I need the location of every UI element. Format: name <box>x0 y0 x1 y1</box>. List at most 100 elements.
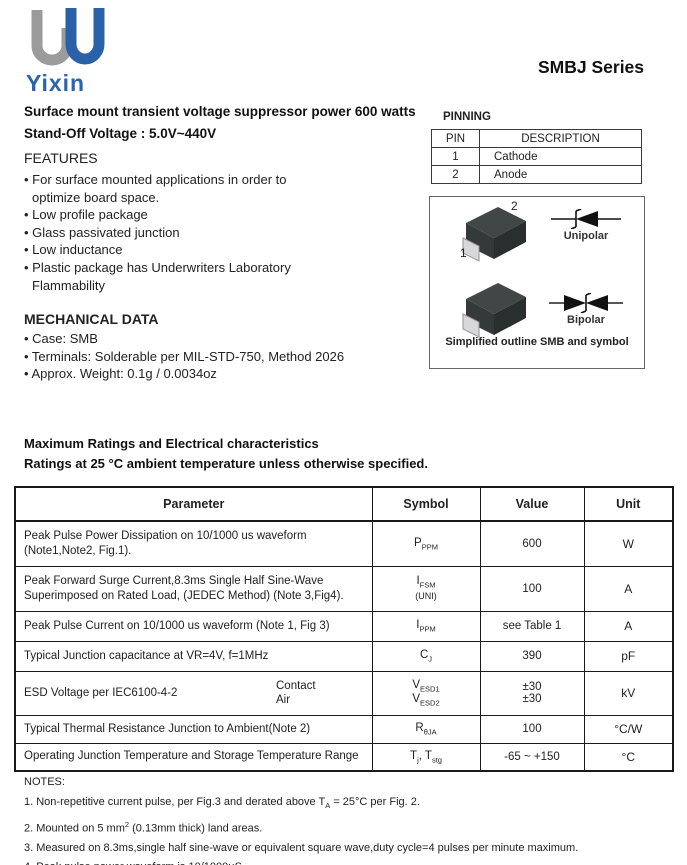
parameter-line: Superimposed on Rated Load, (JEDEC Metho… <box>24 589 344 602</box>
symbol-cell: IPPM <box>371 610 481 642</box>
unit-cell: W <box>583 520 674 567</box>
features-list: • For surface mounted applications in or… <box>24 171 414 294</box>
symbol-line: CJ <box>419 648 433 664</box>
page-title: SMBJ Series <box>538 57 645 77</box>
ratings-row: Peak Pulse Power Dissipation on 10/1000 … <box>14 520 674 567</box>
ratings-row: Peak Pulse Current on 10/1000 us wavefor… <box>14 610 674 642</box>
pinning-col-pin: PIN <box>431 129 480 148</box>
parameter-side-labels: Contact Air <box>276 679 316 707</box>
notes-section: NOTES: 1. Non-repetitive current pulse, … <box>24 773 578 865</box>
bipolar-diode-icon <box>549 293 623 313</box>
value-line: ±30 <box>522 693 542 705</box>
symbol-cell: CJ <box>371 640 481 672</box>
ratings-col-value: Value <box>479 486 585 522</box>
smb-package-icon <box>462 207 526 262</box>
outline-caption: Simplified outline SMB and symbol <box>445 336 629 348</box>
unit-cell: °C/W <box>583 714 674 744</box>
mechanical-heading: MECHANICAL DATA <box>24 311 159 327</box>
mechanical-item-line: • Terminals: Solderable per MIL-STD-750,… <box>24 348 345 364</box>
feature-item: • Plastic package has Underwriters Labor… <box>24 259 414 294</box>
ratings-col-unit: Unit <box>583 486 674 522</box>
features-heading: FEATURES <box>24 150 98 166</box>
parameter-line: ESD Voltage per IEC6100-4-2 <box>24 686 178 699</box>
table-row: 2 Anode <box>431 165 642 184</box>
note-item: 3. Measured on 8.3ms,single half sine-wa… <box>24 841 579 854</box>
parameter-cell: ESD Voltage per IEC6100-4-2 Contact Air <box>14 670 373 716</box>
value-line: 390 <box>522 650 542 662</box>
ratings-heading: Maximum Ratings and Electrical character… <box>24 434 428 474</box>
company-logo: Yixin <box>24 6 124 97</box>
feature-item: • Low inductance <box>24 241 414 259</box>
value-cell: 390 <box>479 640 585 672</box>
feature-item-line: Flammability <box>32 277 105 293</box>
symbol-cell: Tj, Tstg <box>371 742 481 772</box>
unipolar-label: Unipolar <box>563 230 609 242</box>
parameter-cell: Peak Pulse Power Dissipation on 10/1000 … <box>14 520 373 567</box>
symbol-cell: PPPM <box>371 520 481 567</box>
ratings-col-symbol: Symbol <box>371 486 481 522</box>
pin-number: 1 <box>431 147 480 166</box>
parameter-cell: Typical Junction capacitance at VR=4V, f… <box>14 640 373 672</box>
ratings-table: Parameter Symbol Value Unit Peak Pulse P… <box>14 486 674 772</box>
feature-item: • For surface mounted applications in or… <box>24 171 414 206</box>
unit-cell: kV <box>583 670 674 716</box>
value-cell: see Table 1 <box>479 610 585 642</box>
notes-heading: NOTES: <box>24 776 65 788</box>
value-cell: 100 <box>479 565 585 612</box>
symbol-cell: VESD1 VESD2 <box>371 670 481 716</box>
symbol-cell: IFSM (UNI) <box>371 565 481 612</box>
ratings-header-row: Parameter Symbol Value Unit <box>14 486 674 522</box>
package-outline-box: 2 1 Unipolar Bipolar Simplified outline … <box>429 196 645 369</box>
symbol-line: RθJA <box>415 721 437 737</box>
parameter-line: Typical Thermal Resistance Junction to A… <box>24 722 311 735</box>
ratings-col-parameter: Parameter <box>14 486 373 522</box>
pinning-heading: PINNING <box>443 111 491 123</box>
parameter-line: Peak Pulse Power Dissipation on 10/1000 … <box>24 529 307 542</box>
unit-cell: °C <box>583 742 674 772</box>
unit-cell: pF <box>583 640 674 672</box>
feature-item-line: optimize board space. <box>32 189 160 205</box>
feature-item-line: • For surface mounted applications in or… <box>24 172 287 187</box>
mechanical-list: • Case: SMB • Terminals: Solderable per M… <box>24 330 444 383</box>
ratings-heading-line1: Maximum Ratings and Electrical character… <box>24 436 319 451</box>
logo-u-icon <box>31 8 105 66</box>
symbol-line: VESD2 <box>412 693 440 708</box>
parameter-cell: Peak Pulse Current on 10/1000 us wavefor… <box>14 610 373 642</box>
notes-list: 1. Non-repetitive current pulse, per Fig… <box>24 793 578 865</box>
pin-description: Anode <box>479 165 642 184</box>
unipolar-diode-icon <box>551 209 621 229</box>
feature-item-line: • Low inductance <box>24 242 123 258</box>
note-item: 2. Mounted on 5 mm2 (0.13mm thick) land … <box>24 820 263 835</box>
value-line: 600 <box>522 537 542 550</box>
intro-block: Surface mount transient voltage suppress… <box>24 101 416 145</box>
value-line: 100 <box>522 723 542 735</box>
intro-line2: Stand-Off Voltage : 5.0V~440V <box>24 126 217 141</box>
parameter-cell: Operating Junction Temperature and Stora… <box>14 742 373 772</box>
ratings-heading-line2: Ratings at 25 °C ambient temperature unl… <box>24 456 428 471</box>
parameter-cell: Typical Thermal Resistance Junction to A… <box>14 714 373 744</box>
mechanical-item-line: • Case: SMB <box>24 331 98 346</box>
mechanical-item: • Terminals: Solderable per MIL-STD-750,… <box>24 348 444 366</box>
symbol-line: Tj, Tstg <box>410 749 442 764</box>
mechanical-item: • Case: SMB <box>24 330 444 348</box>
symbol-line: PPPM <box>414 536 438 551</box>
value-line: 100 <box>522 582 542 595</box>
ratings-row: ESD Voltage per IEC6100-4-2 Contact Air VES… <box>14 670 674 716</box>
pinning-col-description: DESCRIPTION <box>479 129 642 148</box>
symbol-line: IPPM <box>416 618 436 634</box>
pinning-table: PIN DESCRIPTION 1 Cathode 2 Anode <box>431 129 642 184</box>
value-line: -65 ~ +150 <box>504 750 560 763</box>
parameter-side-line: Contact <box>276 680 316 692</box>
pinning-header-row: PIN DESCRIPTION <box>431 129 642 148</box>
pin-description: Cathode <box>479 147 642 166</box>
smb-package-icon <box>462 283 526 338</box>
parameter-line: Operating Junction Temperature and Stora… <box>24 750 359 763</box>
parameter-cell: Peak Forward Surge Current,8.3ms Single … <box>14 565 373 612</box>
note-item: 1. Non-repetitive current pulse, per Fig… <box>24 796 420 811</box>
parameter-line: Typical Junction capacitance at VR=4V, f… <box>24 649 269 662</box>
value-cell: 100 <box>479 714 585 744</box>
ratings-row: Typical Junction capacitance at VR=4V, f… <box>14 640 674 672</box>
feature-item: • Glass passivated junction <box>24 224 414 242</box>
feature-item-line: • Plastic package has Underwriters Labor… <box>24 259 291 275</box>
